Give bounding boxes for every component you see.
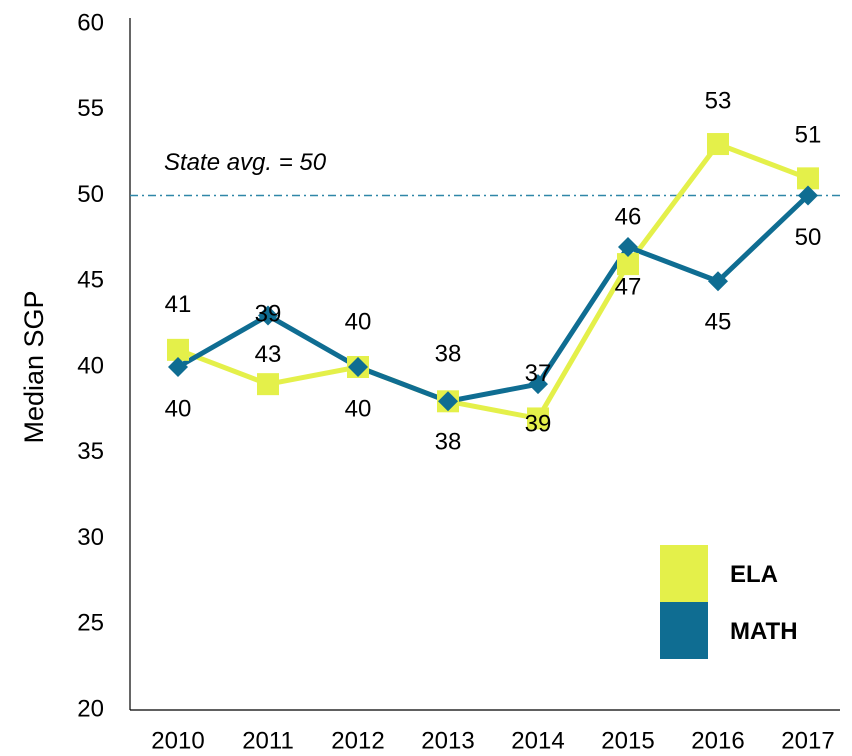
marker <box>167 338 189 361</box>
marker <box>527 407 549 430</box>
marker <box>708 271 728 292</box>
x-tick-label: 2017 <box>781 727 834 754</box>
legend-swatch <box>660 602 708 659</box>
y-tick-label: 55 <box>77 95 104 122</box>
marker <box>258 305 278 326</box>
data-label: 46 <box>615 203 642 230</box>
data-label: 38 <box>435 429 462 456</box>
data-label: 40 <box>165 395 192 422</box>
legend-swatch <box>660 545 708 602</box>
y-tick-label: 25 <box>77 610 104 637</box>
data-label: 38 <box>435 341 462 368</box>
y-tick-label: 20 <box>77 695 104 722</box>
data-label: 50 <box>795 224 822 251</box>
marker <box>348 357 368 377</box>
data-label: 43 <box>255 341 282 368</box>
legend-label: MATH <box>730 618 798 645</box>
y-tick-label: 30 <box>77 524 104 551</box>
data-label: 39 <box>255 300 282 327</box>
y-tick-label: 40 <box>77 352 104 379</box>
x-tick-label: 2015 <box>601 727 654 754</box>
x-tick-label: 2012 <box>331 727 384 754</box>
x-tick-label: 2011 <box>242 727 294 754</box>
marker <box>257 373 279 396</box>
data-label: 41 <box>165 291 192 318</box>
reference-label: State avg. = 50 <box>164 149 327 176</box>
data-label: 53 <box>705 87 732 114</box>
marker <box>528 374 548 395</box>
marker <box>617 253 639 276</box>
y-tick-label: 35 <box>77 438 104 465</box>
data-label: 40 <box>345 395 372 422</box>
x-tick-label: 2014 <box>511 727 564 754</box>
marker <box>707 133 729 156</box>
data-label: 47 <box>615 273 642 300</box>
series-line <box>176 193 810 404</box>
x-tick-label: 2010 <box>151 727 204 754</box>
data-label: 51 <box>795 122 822 149</box>
x-tick-label: 2016 <box>691 727 744 754</box>
y-tick-label: 50 <box>77 181 104 208</box>
x-tick-label: 2013 <box>421 727 474 754</box>
marker <box>798 185 818 206</box>
y-tick-label: 60 <box>77 9 104 36</box>
data-label: 39 <box>525 410 552 437</box>
data-label: 45 <box>705 309 732 336</box>
marker <box>438 391 458 412</box>
data-label: 40 <box>345 308 372 335</box>
legend-label: ELA <box>730 561 778 588</box>
marker <box>618 236 638 257</box>
data-label: 37 <box>525 360 552 387</box>
marker <box>797 167 819 190</box>
series-line <box>177 141 809 421</box>
marker <box>168 357 188 377</box>
y-tick-label: 45 <box>77 267 104 294</box>
y-axis-label: Median SGP <box>19 290 49 443</box>
